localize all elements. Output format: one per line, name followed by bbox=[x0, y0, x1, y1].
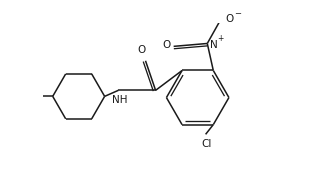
Text: −: − bbox=[234, 9, 241, 18]
Text: NH: NH bbox=[112, 95, 127, 105]
Text: +: + bbox=[217, 34, 224, 43]
Text: N: N bbox=[210, 40, 218, 50]
Text: Cl: Cl bbox=[202, 139, 212, 149]
Text: O: O bbox=[163, 40, 171, 50]
Text: O: O bbox=[138, 46, 146, 55]
Text: O: O bbox=[226, 14, 234, 24]
